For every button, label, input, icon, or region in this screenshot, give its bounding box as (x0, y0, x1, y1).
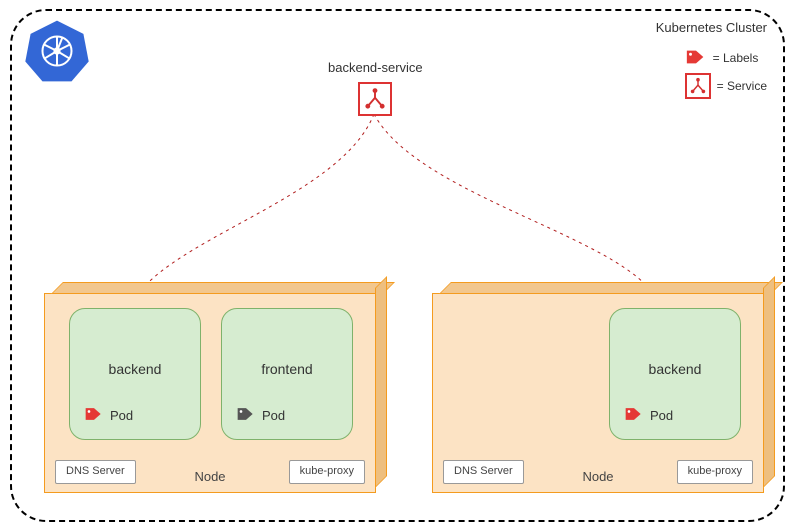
legend: = Labels = Service (685, 44, 767, 100)
pod-title: frontend (222, 361, 352, 377)
label-tag-icon (685, 48, 707, 69)
label-tag-icon (84, 406, 104, 425)
cluster-title: Kubernetes Cluster (656, 20, 767, 35)
service-label: backend-service (328, 60, 423, 75)
pod-caption: Pod (262, 408, 285, 423)
service-box (358, 82, 392, 116)
pod-backend-1: backend Pod (69, 308, 201, 440)
pod-title: backend (610, 361, 740, 377)
legend-row-labels: = Labels (685, 44, 767, 72)
pod-title: backend (70, 361, 200, 377)
pod-caption: Pod (650, 408, 673, 423)
legend-row-service: = Service (685, 72, 767, 100)
legend-service-text: = Service (717, 79, 767, 93)
service-box-icon (363, 87, 387, 111)
node-right: backend Pod DNS Server kube-proxy Node (432, 293, 764, 493)
node-label: Node (433, 469, 763, 484)
node-left: backend Pod frontend Pod DNS Server kube… (44, 293, 376, 493)
pod-backend-2: backend Pod (609, 308, 741, 440)
label-tag-icon (624, 406, 644, 425)
pod-frontend: frontend Pod (221, 308, 353, 440)
node-label: Node (45, 469, 375, 484)
label-tag-icon (236, 406, 256, 425)
service-icon (685, 73, 711, 99)
legend-labels-text: = Labels (713, 51, 759, 65)
pod-caption: Pod (110, 408, 133, 423)
kubernetes-logo-icon (24, 18, 90, 84)
